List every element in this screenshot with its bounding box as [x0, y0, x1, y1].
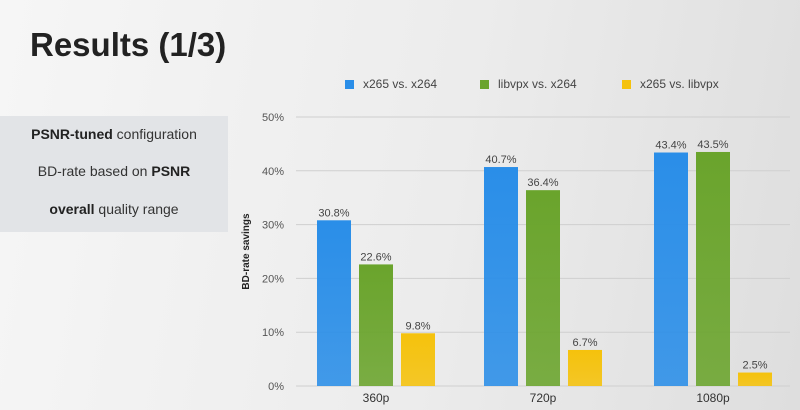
x-tick-label-360p: 360p	[363, 391, 390, 405]
legend-label-x265-vs-x264: x265 vs. x264	[363, 77, 438, 91]
data-label-libvpx-vs-x264-360p: 22.6%	[360, 251, 391, 263]
info-line-tuning: PSNR-tuned configuration	[0, 126, 228, 142]
legend-item-libvpx-vs-x264: libvpx vs. x264	[480, 77, 577, 91]
slide-title: Results (1/3)	[30, 26, 227, 63]
info-bold-bdrate: PSNR	[151, 163, 191, 179]
bar-x265-vs-x264-1080p	[654, 152, 688, 386]
data-label-x265-vs-x264-1080p: 43.4%	[655, 140, 686, 152]
legend-item-x265-vs-x264: x265 vs. x264	[345, 77, 437, 91]
chart-legend: x265 vs. x264 libvpx vs. x264 x265 vs. l…	[0, 77, 800, 97]
data-label-libvpx-vs-x264-1080p: 43.5%	[697, 139, 728, 151]
legend-label-x265-vs-libvpx: x265 vs. libvpx	[640, 77, 719, 91]
legend-swatch-x265-vs-libvpx	[622, 79, 631, 89]
info-line-range: overall quality range	[0, 201, 228, 217]
data-label-x265-vs-libvpx-1080p: 2.5%	[742, 360, 767, 372]
legend-swatch-libvpx-vs-x264	[480, 79, 489, 89]
info-bold-tuning: PSNR-tuned	[31, 126, 113, 142]
bar-x265-vs-libvpx-360p	[401, 333, 435, 386]
info-line-bdrate: BD-rate based on PSNR	[0, 163, 228, 179]
legend-swatch-x265-vs-x264	[345, 79, 354, 89]
x-tick-label-720p: 720p	[530, 391, 557, 405]
legend-item-x265-vs-libvpx: x265 vs. libvpx	[622, 77, 719, 91]
bar-x265-vs-libvpx-720p	[568, 349, 602, 386]
data-label-x265-vs-libvpx-360p: 9.8%	[405, 320, 430, 332]
bar-libvpx-vs-x264-360p	[359, 264, 393, 386]
y-tick-label-30: 30%	[262, 220, 284, 232]
data-label-x265-vs-x264-360p: 30.8%	[318, 207, 349, 219]
y-tick-label-20: 20%	[262, 273, 284, 285]
y-tick-label-40: 40%	[262, 166, 284, 178]
info-box: PSNR-tuned configuration BD-rate based o…	[0, 116, 228, 232]
bar-x265-vs-libvpx-1080p	[738, 372, 772, 386]
x-tick-label-1080p: 1080p	[696, 391, 730, 405]
data-label-libvpx-vs-x264-720p: 36.4%	[527, 177, 558, 189]
bar-libvpx-vs-x264-1080p	[696, 151, 730, 386]
bar-libvpx-vs-x264-720p	[526, 190, 560, 386]
y-tick-label-50: 50%	[262, 112, 284, 124]
y-tick-label-0: 0%	[268, 381, 284, 393]
info-pre-bdrate: BD-rate based on	[37, 163, 152, 179]
info-rest-range: quality range	[94, 201, 179, 217]
y-tick-label-10: 10%	[262, 327, 284, 339]
legend-label-libvpx-vs-x264: libvpx vs. x264	[498, 77, 577, 91]
info-bold-range: overall	[49, 201, 95, 217]
bar-x265-vs-x264-720p	[484, 167, 518, 386]
data-label-x265-vs-libvpx-720p: 6.7%	[572, 337, 597, 349]
bar-x265-vs-x264-360p	[317, 220, 351, 386]
y-axis-label: BD-rate savings	[241, 213, 252, 290]
data-label-x265-vs-x264-720p: 40.7%	[485, 154, 516, 166]
info-rest-tuning: configuration	[112, 126, 197, 142]
